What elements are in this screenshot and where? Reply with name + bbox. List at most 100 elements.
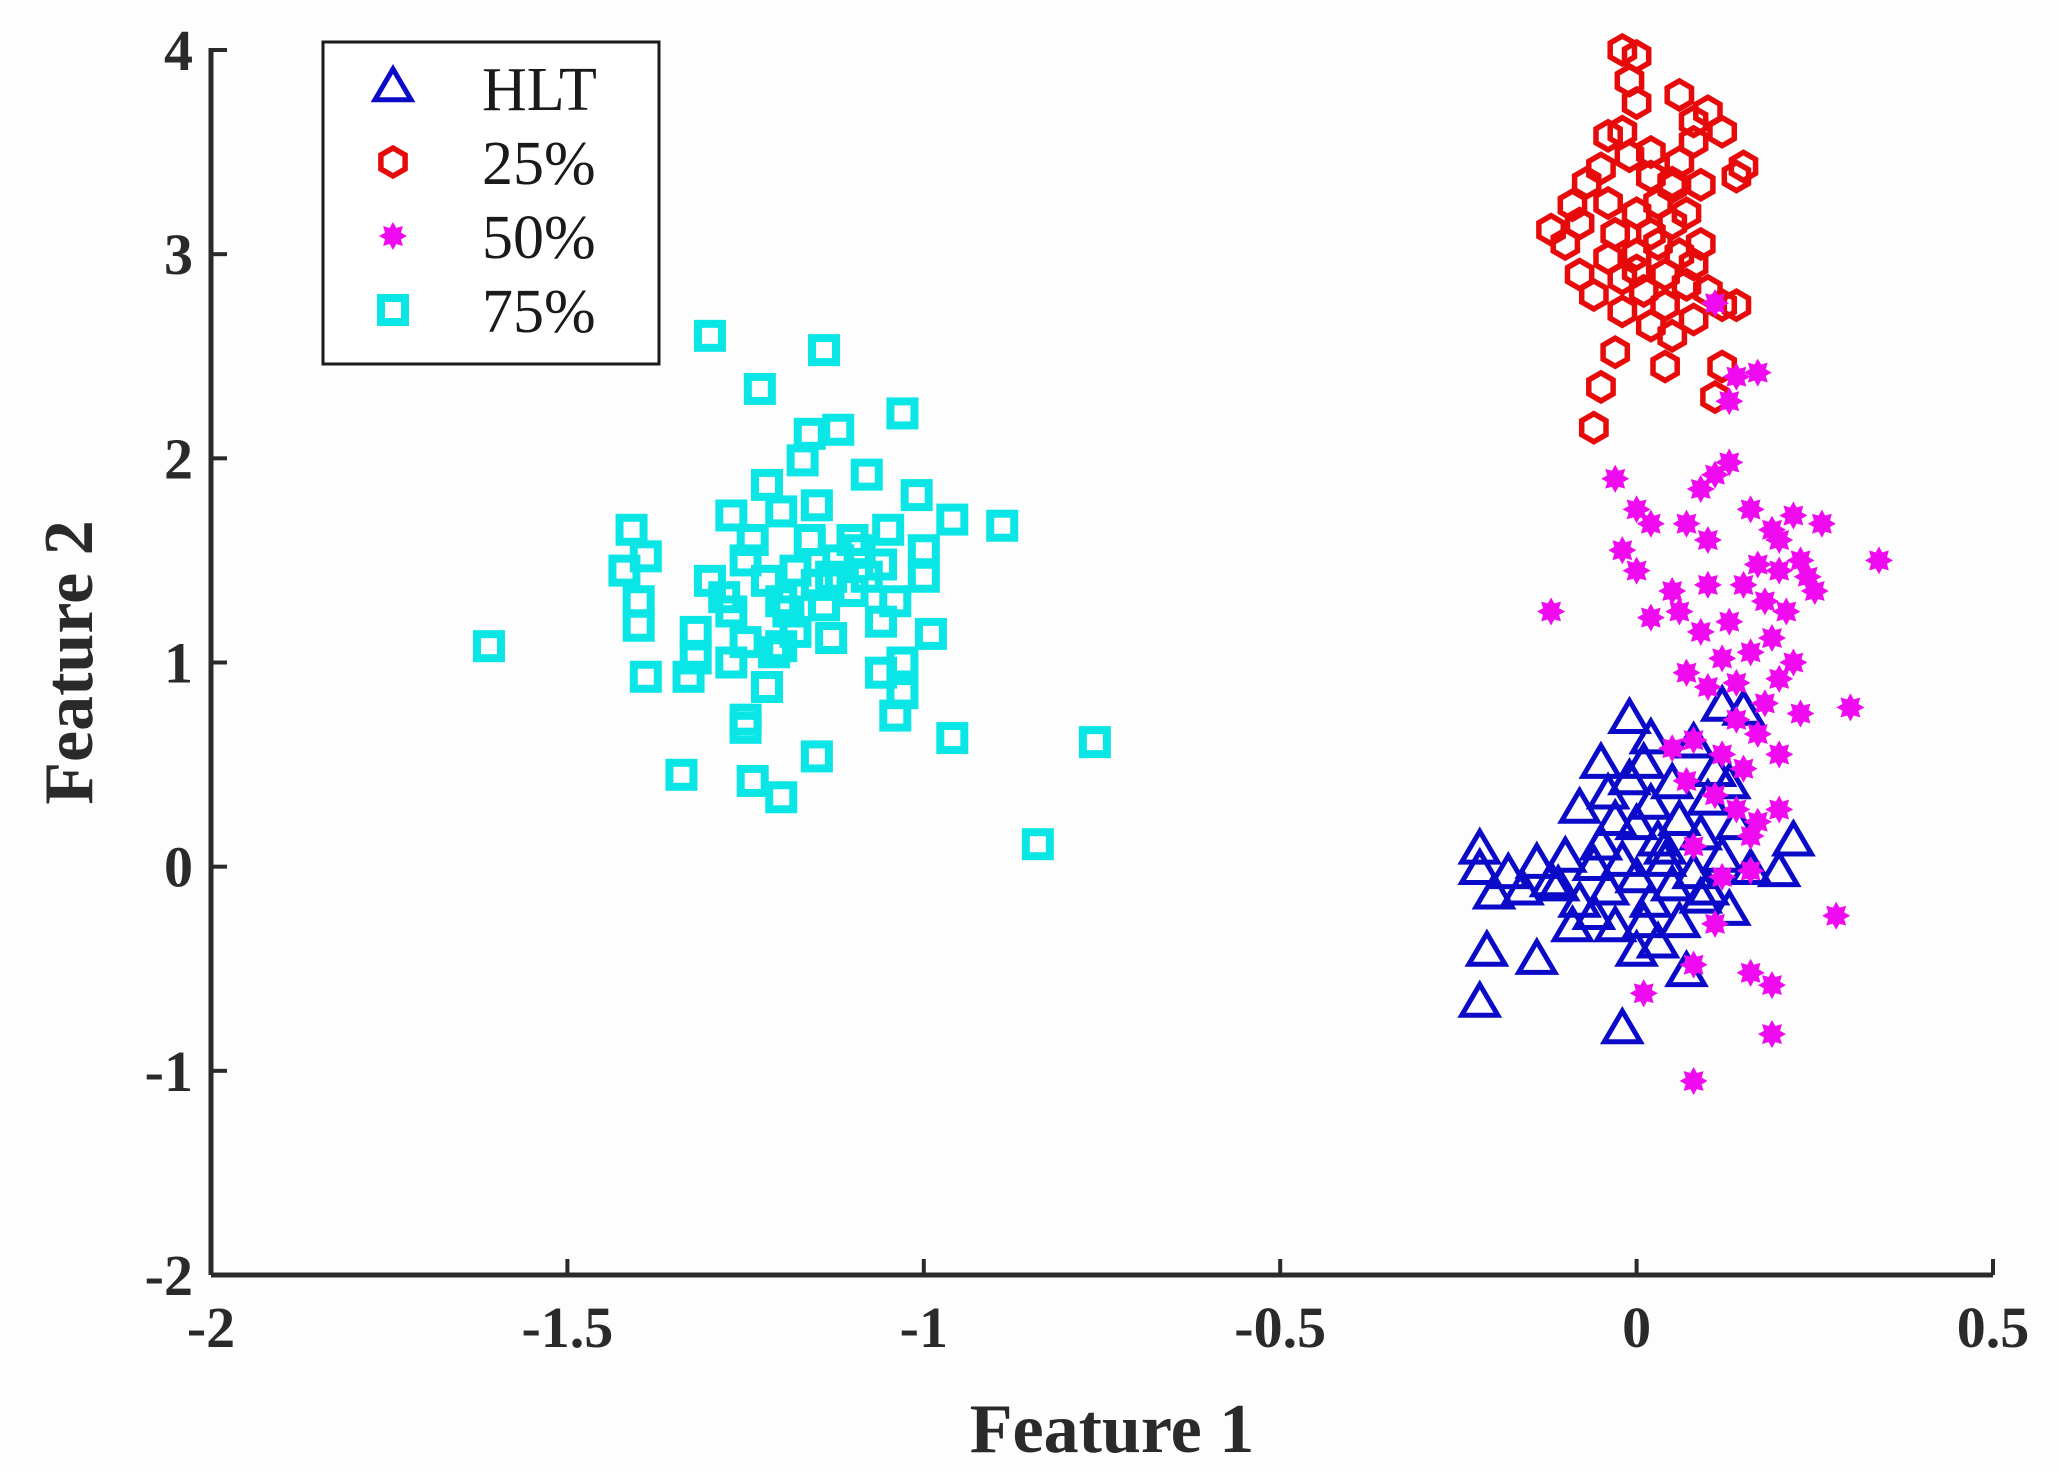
data-point (1635, 920, 1681, 959)
data-point (1614, 139, 1645, 174)
data-point (1550, 903, 1595, 943)
data-point (1671, 196, 1702, 231)
data-point (1514, 840, 1560, 879)
data-point (736, 524, 769, 556)
data-point (865, 656, 898, 689)
data-point (1636, 509, 1665, 538)
data-point (1657, 165, 1688, 200)
data-point (1757, 623, 1787, 653)
data-point (1765, 525, 1794, 555)
data-point (1729, 570, 1758, 599)
data-point (1636, 603, 1665, 632)
data-point (1678, 302, 1709, 337)
data-point (758, 636, 791, 669)
data-point (1635, 216, 1666, 251)
data-point (1664, 145, 1695, 180)
data-point (1614, 928, 1660, 967)
data-point (1800, 576, 1829, 606)
data-point (1457, 846, 1503, 886)
data-point (1607, 261, 1638, 296)
axes: -2 -1.5 -1 -0.5 0 0.5 -2 -1 0 1 2 3 4 Feature 1 Featur… (31, 18, 2029, 1468)
x-tick-label: 0 (1622, 1295, 1651, 1360)
data-point (1601, 464, 1630, 493)
data-point (1736, 856, 1765, 885)
data-point (608, 554, 641, 587)
data-point (822, 413, 855, 446)
x-tick-label: 0.5 (1957, 1295, 2030, 1360)
data-point (1658, 734, 1687, 763)
data-point (907, 534, 940, 567)
data-point (743, 372, 776, 405)
data-point (1736, 638, 1765, 667)
legend-marker-star (378, 221, 408, 251)
data-point (1557, 188, 1588, 223)
data-point (815, 622, 848, 654)
data-point (1693, 570, 1722, 599)
data-point (1649, 863, 1695, 902)
data-point (1656, 797, 1702, 837)
data-point (1685, 226, 1716, 262)
data-point (1642, 826, 1688, 865)
data-point (800, 740, 833, 773)
data-point (1722, 668, 1751, 697)
data-point (1707, 349, 1738, 384)
y-axis-title: Feature 2 (31, 520, 108, 804)
data-point (1650, 349, 1680, 384)
data-point (1743, 550, 1772, 579)
data-point (1650, 288, 1680, 323)
data-point (1708, 644, 1737, 673)
data-point (1772, 597, 1801, 626)
data-point (1586, 151, 1616, 186)
data-point (1571, 842, 1617, 881)
data-point (622, 585, 655, 618)
data-point (1743, 358, 1772, 387)
data-point (786, 444, 819, 477)
data-point (1607, 294, 1638, 329)
data-point (1592, 903, 1638, 943)
data-point (1607, 695, 1652, 734)
data-point (1635, 134, 1666, 170)
data-point (1757, 1020, 1787, 1049)
data-point (1600, 335, 1631, 370)
data-point (693, 319, 726, 352)
data-point (1078, 726, 1111, 759)
data-point (765, 630, 798, 663)
data-point (914, 617, 947, 650)
data-point (1722, 705, 1751, 734)
data-point (736, 764, 769, 797)
data-point (1550, 226, 1581, 262)
data-point (1693, 672, 1722, 702)
data-point (1757, 971, 1787, 1000)
data-point (1608, 536, 1637, 565)
y-tick-label: 0 (164, 835, 193, 900)
data-point (1537, 597, 1566, 626)
data-point (1685, 167, 1716, 202)
data-point (1700, 781, 1730, 810)
data-point (1464, 928, 1510, 967)
data-point (1628, 781, 1674, 820)
data-point (1736, 821, 1765, 851)
data-point (1607, 114, 1638, 149)
data-point (1586, 369, 1616, 405)
data-point (1457, 979, 1503, 1018)
data-point (936, 503, 969, 536)
data-point (1786, 699, 1815, 728)
data-point (1471, 871, 1517, 910)
data-point (665, 758, 698, 791)
data-point (1715, 607, 1744, 636)
x-tick-label: -1 (900, 1295, 948, 1360)
data-point (1700, 379, 1730, 415)
x-tick-label: -2 (187, 1295, 235, 1360)
legend-label: HLT (482, 56, 597, 124)
y-tick-label: 2 (164, 426, 193, 491)
data-point (1500, 867, 1545, 906)
data-point (1621, 740, 1667, 779)
data-point (1021, 828, 1054, 861)
data-point (800, 489, 833, 522)
data-point (615, 513, 648, 546)
y-tick-label: 4 (164, 18, 193, 83)
data-point (1836, 693, 1865, 722)
data-point (1578, 410, 1609, 445)
